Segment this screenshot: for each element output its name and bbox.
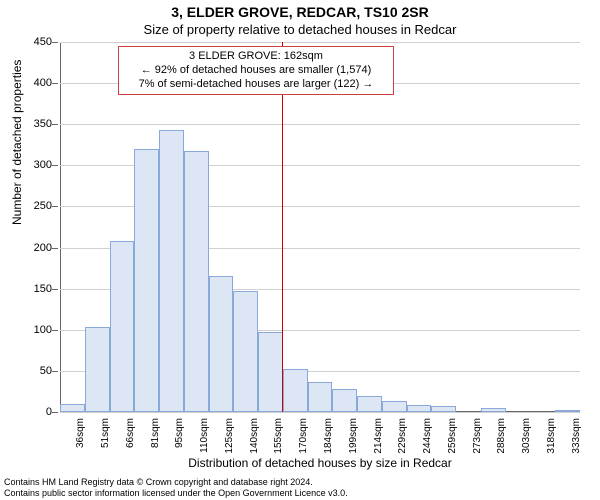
page-subtitle: Size of property relative to detached ho… [0,22,600,37]
y-tick [52,371,58,372]
x-tick-label: 36sqm [75,418,86,448]
x-tick-label: 214sqm [373,418,384,454]
y-tick [52,124,58,125]
histogram-bar [184,151,209,412]
y-tick [52,330,58,331]
histogram-bar [431,406,456,412]
x-tick-label: 273sqm [472,418,483,454]
footer-line1: Contains HM Land Registry data © Crown c… [4,477,348,487]
x-tick-label: 140sqm [249,418,260,454]
annotation-line: 3 ELDER GROVE: 162sqm [125,50,387,64]
histogram-bar [85,327,110,413]
y-tick [52,206,58,207]
x-tick-label: 184sqm [323,418,334,454]
histogram-bar [258,332,283,412]
y-tick [52,289,58,290]
plot-area: 05010015020025030035040045036sqm51sqm66s… [60,42,580,412]
histogram-bar [283,369,308,412]
gridline [60,42,580,43]
x-tick-label: 81sqm [150,418,161,448]
y-tick-label: 150 [12,283,52,295]
histogram-bar [110,241,135,412]
page-title-address: 3, ELDER GROVE, REDCAR, TS10 2SR [0,4,600,20]
histogram-bar [209,276,234,412]
histogram-bar [233,291,258,412]
x-tick-label: 125sqm [224,418,235,454]
y-tick-label: 350 [12,118,52,130]
annotation-line: ← 92% of detached houses are smaller (1,… [125,64,387,78]
y-tick-label: 300 [12,159,52,171]
y-tick [52,412,58,413]
x-tick-label: 303sqm [521,418,532,454]
histogram-bar [382,401,407,413]
x-tick-label: 51sqm [100,418,111,448]
histogram-bar [481,408,506,412]
x-tick-label: 170sqm [298,418,309,454]
x-tick-label: 95sqm [174,418,185,448]
attribution-footer: Contains HM Land Registry data © Crown c… [4,477,348,498]
y-tick-label: 100 [12,324,52,336]
y-tick-label: 50 [12,365,52,377]
y-tick-label: 400 [12,77,52,89]
x-tick-label: 288sqm [496,418,507,454]
histogram-bar [60,404,85,412]
y-axis-line [60,42,61,412]
y-tick [52,42,58,43]
x-tick-label: 318sqm [546,418,557,454]
annotation-box: 3 ELDER GROVE: 162sqm← 92% of detached h… [118,46,394,95]
y-tick-label: 250 [12,200,52,212]
y-tick-label: 450 [12,36,52,48]
histogram-bar [134,149,159,412]
reference-line [282,42,283,412]
y-tick-label: 0 [12,406,52,418]
y-tick [52,248,58,249]
y-tick [52,165,58,166]
y-tick-label: 200 [12,242,52,254]
x-tick-label: 229sqm [397,418,408,454]
footer-line2: Contains public sector information licen… [4,488,348,498]
y-tick [52,83,58,84]
histogram-chart: 05010015020025030035040045036sqm51sqm66s… [60,42,580,412]
histogram-bar [555,410,580,412]
gridline [60,124,580,125]
annotation-line: 7% of semi-detached houses are larger (1… [125,78,387,92]
x-tick-label: 110sqm [199,418,210,453]
x-tick-label: 66sqm [125,418,136,448]
x-tick-label: 333sqm [571,418,582,454]
histogram-bar [407,405,432,412]
x-tick-label: 259sqm [447,418,458,454]
x-tick-label: 155sqm [273,418,284,454]
histogram-bar [308,382,333,412]
gridline [60,412,580,413]
x-tick-label: 244sqm [422,418,433,454]
histogram-bar [357,396,382,412]
histogram-bar [159,130,184,412]
histogram-bar [332,389,357,412]
x-tick-label: 199sqm [348,418,359,454]
x-axis-title: Distribution of detached houses by size … [60,456,580,470]
